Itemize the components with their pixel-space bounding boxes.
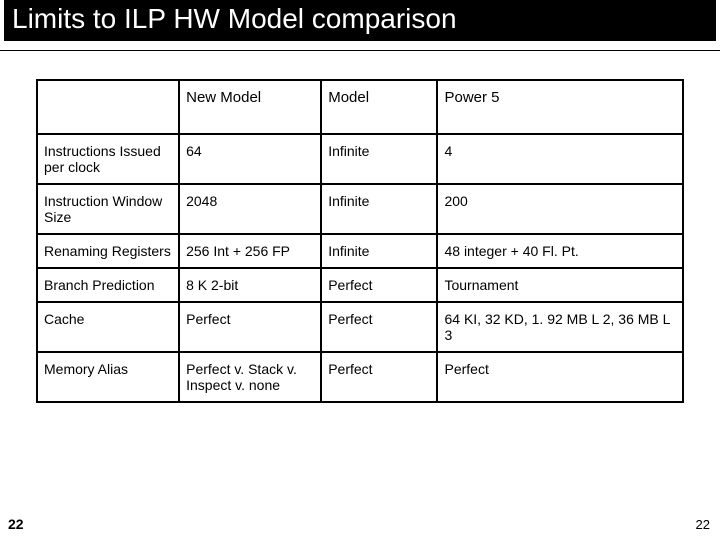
table-row: Branch Prediction 8 K 2-bit Perfect Tour… [37,268,683,302]
cell: 256 Int + 256 FP [179,234,321,268]
row-label: Cache [37,302,179,352]
row-label: Instructions Issued per clock [37,134,179,184]
table-header-row: New Model Model Power 5 [37,80,683,134]
cell: 64 KI, 32 KD, 1. 92 MB L 2, 36 MB L 3 [437,302,683,352]
col-header-blank [37,80,179,134]
cell: Perfect [321,302,437,352]
cell: Infinite [321,134,437,184]
cell: 2048 [179,184,321,234]
cell: Perfect [437,352,683,402]
cell: Perfect v. Stack v. Inspect v. none [179,352,321,402]
row-label: Branch Prediction [37,268,179,302]
row-label: Memory Alias [37,352,179,402]
col-header-new-model: New Model [179,80,321,134]
comparison-table-wrap: New Model Model Power 5 Instructions Iss… [0,79,720,403]
table-row: Instruction Window Size 2048 Infinite 20… [37,184,683,234]
col-header-model: Model [321,80,437,134]
cell: 8 K 2-bit [179,268,321,302]
table-row: Instructions Issued per clock 64 Infinit… [37,134,683,184]
cell: Perfect [321,268,437,302]
cell: 4 [437,134,683,184]
cell: Tournament [437,268,683,302]
col-header-power5: Power 5 [437,80,683,134]
slide-title: Limits to ILP HW Model comparison [4,0,716,41]
cell: Infinite [321,234,437,268]
comparison-table: New Model Model Power 5 Instructions Iss… [36,79,684,403]
cell: Infinite [321,184,437,234]
cell: 64 [179,134,321,184]
row-label: Instruction Window Size [37,184,179,234]
row-label: Renaming Registers [37,234,179,268]
slide-number-right: 22 [696,517,710,532]
slide-number-left: 22 [8,516,24,532]
cell: 48 integer + 40 Fl. Pt. [437,234,683,268]
table-row: Cache Perfect Perfect 64 KI, 32 KD, 1. 9… [37,302,683,352]
cell: Perfect [179,302,321,352]
title-underline [0,43,720,51]
table-row: Memory Alias Perfect v. Stack v. Inspect… [37,352,683,402]
cell: Perfect [321,352,437,402]
table-row: Renaming Registers 256 Int + 256 FP Infi… [37,234,683,268]
cell: 200 [437,184,683,234]
